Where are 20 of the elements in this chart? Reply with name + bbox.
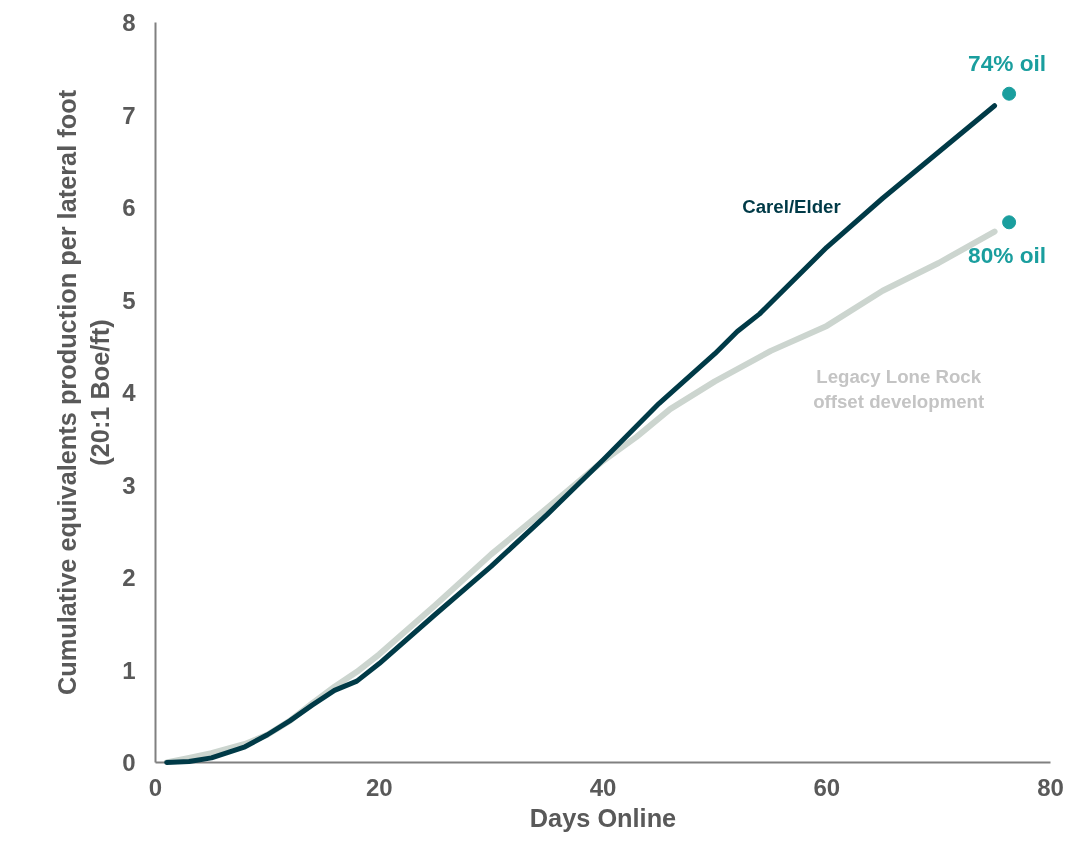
x-tick-label: 40 [589,773,617,801]
y-tick-label: 1 [122,656,136,684]
y-tick-label: 8 [122,9,136,36]
x-tick-label: 0 [148,773,163,801]
y-tick-label: 3 [122,471,136,499]
x-tick-label: 20 [365,773,393,801]
y-tick-label: 5 [122,286,136,314]
y-tick-label: 6 [122,194,136,221]
x-tick-label: 80 [1037,773,1064,801]
x-axis-title: Days Online [529,803,677,832]
y-tick-label: 7 [122,101,136,129]
annotation: 80% oil [968,242,1047,269]
annotation: 74% oil [968,49,1047,76]
y-tick-label: 0 [122,749,136,776]
y-tick-label: 4 [122,379,137,406]
y-tick-label: 2 [122,564,136,591]
series-label: Legacy Lone Rock offset development [813,365,985,412]
y-axis-title: Cumulative equivalents production per lateral foot (20:1 Boe/ft) [52,89,115,696]
series-label: Carel/Elder [742,196,841,218]
x-tick-label: 60 [813,773,841,801]
